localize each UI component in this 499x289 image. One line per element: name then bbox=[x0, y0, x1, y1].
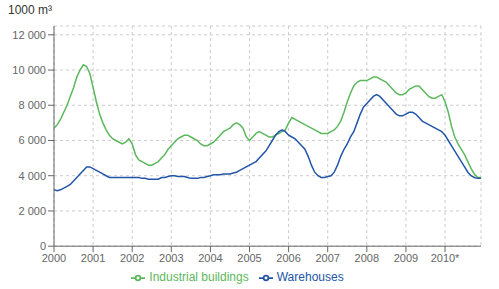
svg-text:2010*: 2010* bbox=[431, 252, 460, 264]
svg-text:2001: 2001 bbox=[81, 252, 105, 264]
svg-text:6 000: 6 000 bbox=[18, 134, 46, 146]
svg-text:10 000: 10 000 bbox=[12, 64, 46, 76]
svg-text:8 000: 8 000 bbox=[18, 99, 46, 111]
svg-text:2000: 2000 bbox=[42, 252, 66, 264]
svg-text:0: 0 bbox=[40, 240, 46, 252]
svg-text:2006: 2006 bbox=[276, 252, 300, 264]
svg-text:2008: 2008 bbox=[355, 252, 379, 264]
svg-text:2003: 2003 bbox=[159, 252, 183, 264]
svg-text:2005: 2005 bbox=[237, 252, 261, 264]
html-text:Industrial buildings: Industrial buildings bbox=[149, 270, 249, 285]
html-text:Warehouses: Warehouses bbox=[276, 270, 344, 285]
svg-text:2007: 2007 bbox=[315, 252, 339, 264]
svg-text:2 000: 2 000 bbox=[18, 205, 46, 217]
svg-text:4 000: 4 000 bbox=[18, 170, 46, 182]
svg-text:2009: 2009 bbox=[394, 252, 418, 264]
svg-text:2004: 2004 bbox=[198, 252, 222, 264]
svg-text:12 000: 12 000 bbox=[12, 29, 46, 41]
html-text:1000 m³: 1000 m³ bbox=[8, 3, 52, 17]
svg-text:2002: 2002 bbox=[120, 252, 144, 264]
